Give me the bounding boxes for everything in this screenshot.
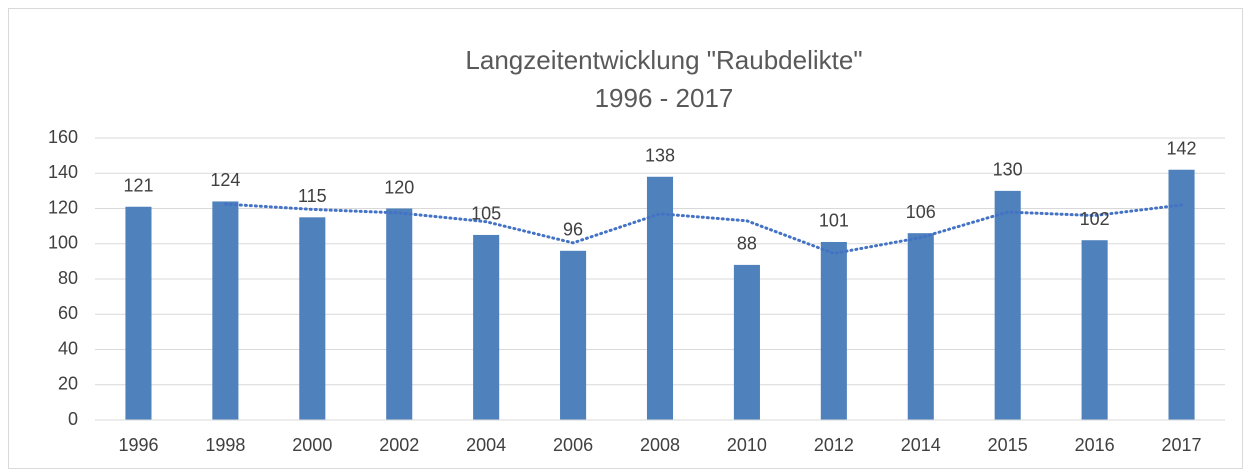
bar xyxy=(820,241,847,420)
trend-line xyxy=(223,202,1184,255)
data-label: 105 xyxy=(471,204,501,224)
x-tick-label: 2010 xyxy=(727,435,767,455)
bar xyxy=(1168,169,1195,420)
data-label: 102 xyxy=(1080,209,1110,229)
bar xyxy=(733,264,760,420)
y-tick-label: 140 xyxy=(48,162,78,182)
chart-subtitle: 1996 - 2017 xyxy=(595,83,734,113)
x-tick-label: 2012 xyxy=(814,435,854,455)
x-tick-label: 2000 xyxy=(292,435,332,455)
bar xyxy=(212,201,239,420)
bar xyxy=(386,208,413,420)
y-tick-label: 20 xyxy=(58,374,78,394)
y-tick-label: 160 xyxy=(48,127,78,147)
chart-title: Langzeitentwicklung "Raubdelikte" xyxy=(465,45,862,75)
data-label: 138 xyxy=(645,146,675,166)
bar xyxy=(299,217,326,420)
x-tick-label: 2016 xyxy=(1075,435,1115,455)
bar xyxy=(473,234,500,420)
data-label: 142 xyxy=(1167,138,1197,158)
chart-border xyxy=(8,8,1243,469)
x-tick-label: 2004 xyxy=(466,435,506,455)
data-label: 115 xyxy=(298,186,327,206)
bar xyxy=(560,250,587,420)
y-tick-label: 60 xyxy=(58,303,78,323)
data-label: 121 xyxy=(123,175,153,195)
bar xyxy=(1081,240,1108,420)
x-tick-label: 2002 xyxy=(379,435,419,455)
bar xyxy=(994,190,1021,420)
x-tick-label: 1998 xyxy=(205,435,245,455)
data-label: 88 xyxy=(737,234,757,254)
y-tick-label: 40 xyxy=(58,338,78,358)
y-tick-label: 80 xyxy=(58,268,78,288)
y-tick-label: 100 xyxy=(48,233,78,253)
data-label: 106 xyxy=(906,202,936,222)
x-tick-label: 2008 xyxy=(640,435,680,455)
x-tick-label: 2006 xyxy=(553,435,593,455)
x-tick-label: 1996 xyxy=(118,435,158,455)
y-tick-label: 0 xyxy=(68,409,78,429)
x-tick-label: 2015 xyxy=(988,435,1028,455)
bar xyxy=(125,206,152,420)
x-tick-label: 2017 xyxy=(1162,435,1202,455)
x-tick-label: 2014 xyxy=(901,435,941,455)
data-label: 130 xyxy=(993,160,1023,180)
data-label: 101 xyxy=(819,211,849,231)
data-label: 96 xyxy=(563,220,583,240)
y-tick-label: 120 xyxy=(48,197,78,217)
bar xyxy=(646,176,674,420)
bar xyxy=(907,233,934,420)
data-label: 124 xyxy=(210,170,240,190)
data-label: 120 xyxy=(384,177,414,197)
